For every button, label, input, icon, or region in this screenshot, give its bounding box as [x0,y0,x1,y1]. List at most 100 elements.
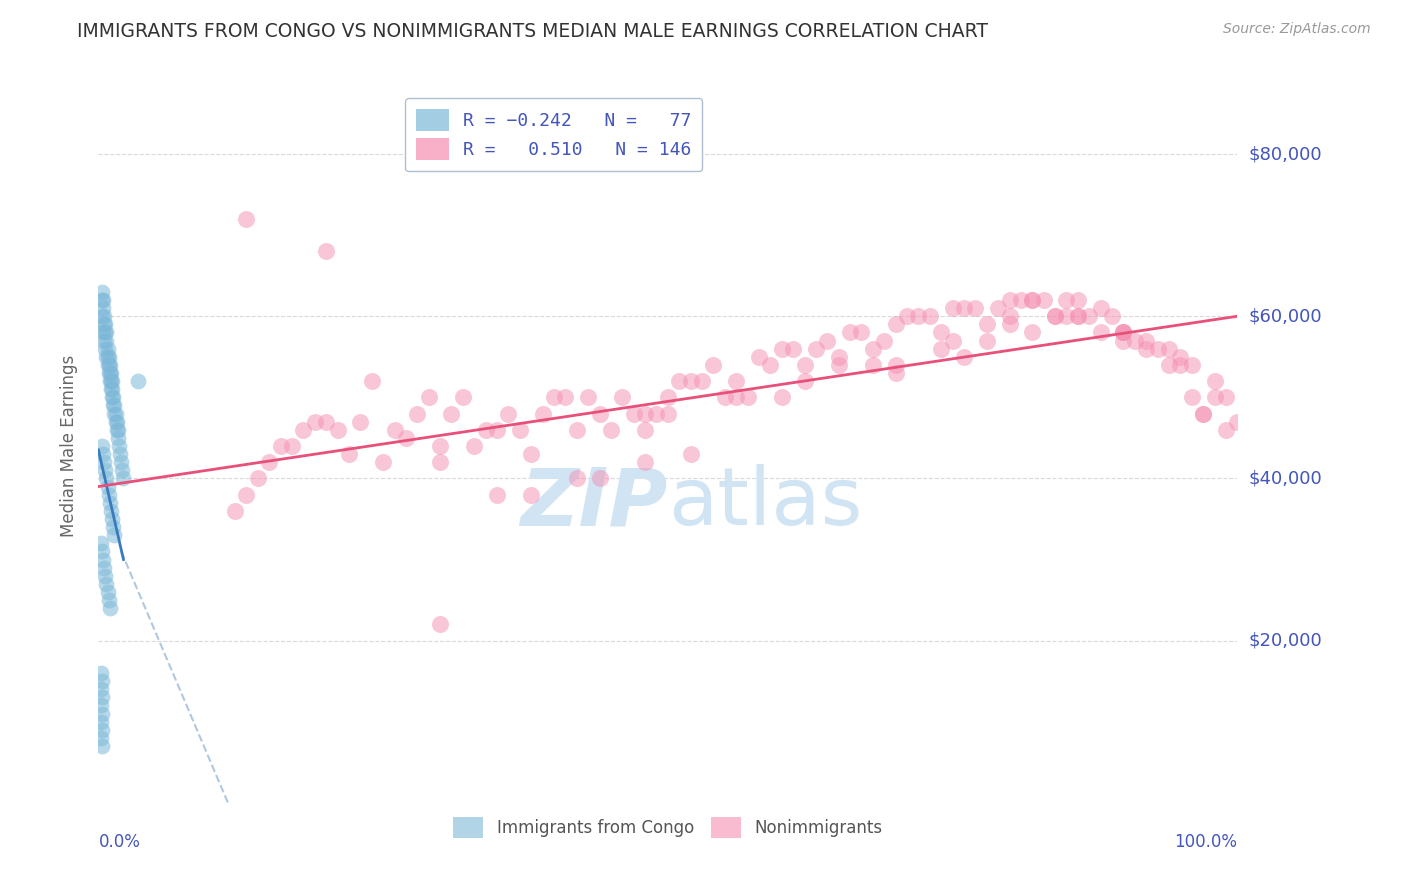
Point [565,423,588,437]
Point [953,350,976,364]
Point [1043,310,1066,324]
Point [96,334,118,348]
Point [224,504,246,518]
Point [98,366,121,380]
Point [104,415,127,429]
Point [1204,390,1226,404]
Point [384,423,406,437]
Point [1135,342,1157,356]
Point [998,318,1021,332]
Point [91,301,114,315]
Point [107,423,129,437]
Point [1170,350,1192,364]
Point [896,310,918,324]
Point [657,390,679,404]
Point [498,407,520,421]
Point [851,326,873,340]
Point [108,447,131,461]
Point [702,358,724,372]
Point [1078,310,1101,324]
Point [103,520,125,534]
Point [103,399,125,413]
Point [1123,334,1146,348]
Point [1010,293,1032,307]
Point [976,318,998,332]
Point [770,342,793,356]
Point [91,293,114,307]
Point [96,342,118,356]
Point [600,423,623,437]
Point [97,593,120,607]
Text: Source: ZipAtlas.com: Source: ZipAtlas.com [1223,22,1371,37]
Point [657,407,679,421]
Point [281,439,304,453]
Point [103,399,125,413]
Text: 100.0%: 100.0% [1174,833,1237,851]
Point [1112,326,1135,340]
Point [668,374,690,388]
Point [91,552,114,566]
Point [235,488,257,502]
Point [770,390,793,404]
Point [1043,310,1066,324]
Point [101,512,124,526]
Point [998,310,1021,324]
Point [815,334,838,348]
Point [520,447,543,461]
Point [690,374,713,388]
Point [588,407,610,421]
Text: ZIP: ZIP [520,464,668,542]
Point [93,334,115,348]
Point [1054,310,1078,324]
Point [98,601,121,615]
Point [759,358,782,372]
Point [1157,342,1180,356]
Point [96,358,118,372]
Point [292,423,315,437]
Point [725,390,748,404]
Point [337,447,360,461]
Point [111,463,134,477]
Point [90,536,112,550]
Point [107,431,129,445]
Point [103,390,125,404]
Point [90,714,112,729]
Point [93,560,115,574]
Point [418,390,440,404]
Text: $20,000: $20,000 [1249,632,1322,649]
Point [96,585,118,599]
Point [714,390,737,404]
Text: 0.0%: 0.0% [98,833,141,851]
Point [101,374,124,388]
Point [474,423,496,437]
Point [1192,407,1215,421]
Point [1146,342,1168,356]
Point [1181,358,1204,372]
Point [349,415,371,429]
Point [100,374,122,388]
Point [90,739,112,753]
Point [429,455,451,469]
Point [429,439,451,453]
Point [634,423,657,437]
Point [907,310,929,324]
Text: atlas: atlas [668,464,862,542]
Point [96,577,118,591]
Point [98,374,121,388]
Point [565,471,588,485]
Point [1215,423,1237,437]
Point [679,374,702,388]
Point [97,358,120,372]
Point [737,390,759,404]
Point [987,301,1010,315]
Point [270,439,292,453]
Point [839,326,862,340]
Point [315,415,337,429]
Point [94,342,117,356]
Point [93,455,115,469]
Point [98,496,121,510]
Point [90,706,112,721]
Point [94,463,117,477]
Point [1204,374,1226,388]
Point [451,390,474,404]
